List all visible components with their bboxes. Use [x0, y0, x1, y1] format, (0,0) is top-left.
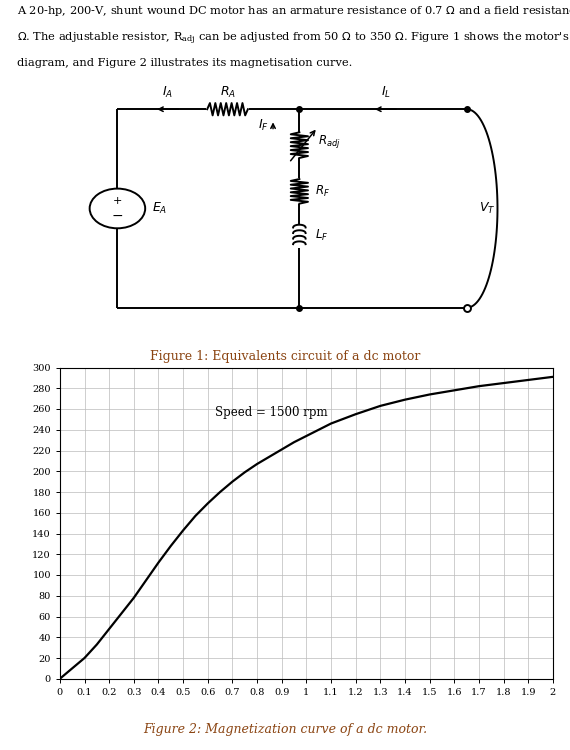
Text: $\Omega$. The adjustable resistor, R$_{\mathregular{adj}}$ can be adjusted from : $\Omega$. The adjustable resistor, R$_{\… [17, 31, 570, 47]
Text: Figure 1: Equivalents circuit of a dc motor: Figure 1: Equivalents circuit of a dc mo… [150, 350, 420, 364]
Text: $R_A$: $R_A$ [219, 85, 235, 100]
Text: $I_A$: $I_A$ [162, 85, 173, 100]
Text: $L_F$: $L_F$ [315, 228, 328, 244]
Text: −: − [112, 209, 123, 223]
Text: Figure 2: Magnetization curve of a dc motor.: Figure 2: Magnetization curve of a dc mo… [143, 724, 427, 736]
Text: $I_F$: $I_F$ [258, 118, 269, 134]
Text: $R_F$: $R_F$ [315, 184, 329, 199]
Text: $R_{adj}$: $R_{adj}$ [317, 133, 340, 149]
Text: $V_T$: $V_T$ [479, 201, 495, 216]
Text: A 20-hp, 200-V, shunt wound DC motor has an armature resistance of 0.7 $\Omega$ : A 20-hp, 200-V, shunt wound DC motor has… [17, 4, 570, 18]
Text: diagram, and Figure 2 illustrates its magnetisation curve.: diagram, and Figure 2 illustrates its ma… [17, 58, 352, 68]
Text: Speed = 1500 rpm: Speed = 1500 rpm [215, 406, 328, 419]
Text: $I_L$: $I_L$ [381, 85, 390, 100]
Text: $E_A$: $E_A$ [152, 201, 167, 216]
Text: +: + [113, 196, 122, 206]
